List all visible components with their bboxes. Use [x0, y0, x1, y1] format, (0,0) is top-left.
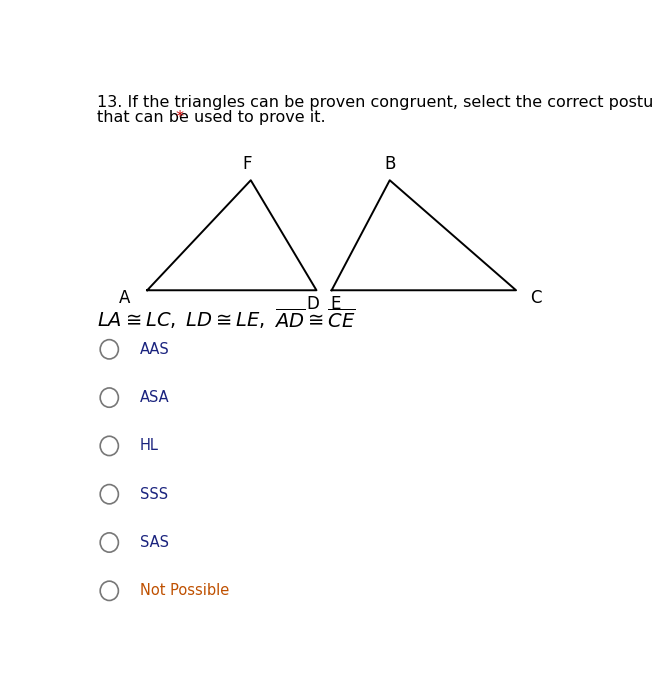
Text: $\it{LA} \cong \it{LC},\ \it{LD} \cong \it{LE},\ \overline{\it{AD}} \cong \overl: $\it{LA} \cong \it{LC},\ \it{LD} \cong \… — [96, 306, 355, 331]
Text: HL: HL — [140, 438, 158, 454]
Text: D: D — [306, 295, 319, 313]
Text: E: E — [331, 295, 341, 313]
Text: 13. If the triangles can be proven congruent, select the correct postulate: 13. If the triangles can be proven congr… — [96, 95, 652, 110]
Text: F: F — [243, 155, 252, 173]
Text: SAS: SAS — [140, 535, 169, 550]
Text: *: * — [171, 110, 185, 125]
Text: AAS: AAS — [140, 342, 170, 357]
Text: ASA: ASA — [140, 390, 170, 405]
Text: B: B — [384, 155, 395, 173]
Text: Not Possible: Not Possible — [140, 583, 229, 598]
Text: A: A — [119, 289, 130, 307]
Text: that can be used to prove it.: that can be used to prove it. — [96, 110, 325, 125]
Text: C: C — [531, 289, 542, 307]
Text: SSS: SSS — [140, 487, 168, 502]
